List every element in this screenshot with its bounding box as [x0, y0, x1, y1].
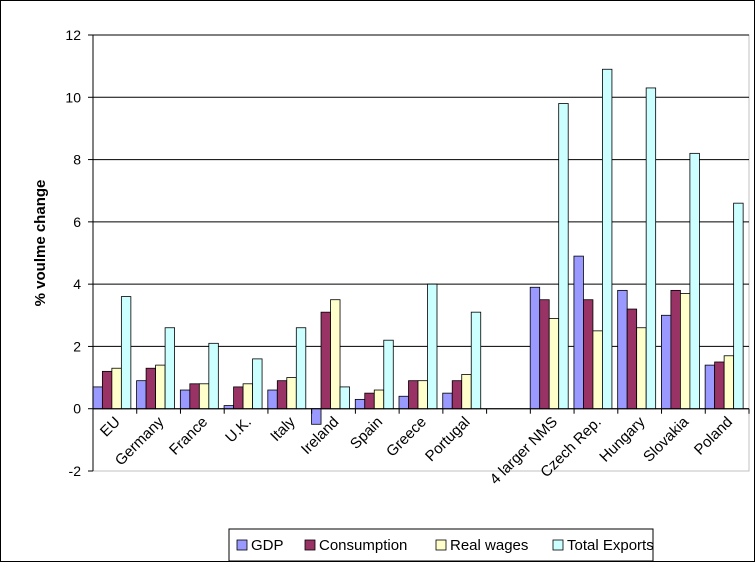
- legend-label: GDP: [251, 537, 284, 554]
- bar-gdp: [354, 398, 366, 410]
- x-category-label: Portugal: [422, 414, 474, 466]
- legend-swatch: [435, 539, 447, 551]
- legend-label: Consumption: [319, 537, 407, 554]
- bar-consumption: [451, 380, 463, 410]
- bar-consumption: [539, 299, 550, 410]
- x-category-label: France: [166, 414, 211, 459]
- x-category-label: U.K.: [222, 414, 255, 447]
- legend-swatch: [552, 539, 564, 551]
- x-category-label: Italy: [267, 413, 299, 445]
- bar-real-wages: [592, 330, 603, 410]
- y-tick-label: 0: [73, 401, 81, 417]
- legend-label: Total Exports: [567, 537, 654, 554]
- y-axis-title: % voulme change: [32, 180, 49, 307]
- x-category-label: Slovakia: [640, 413, 693, 466]
- bar-gdp: [311, 408, 322, 425]
- bar-consumption: [320, 311, 331, 410]
- bar-consumption: [670, 289, 681, 410]
- x-category-label: Poland: [691, 414, 736, 459]
- bar-real-wages: [198, 383, 210, 410]
- bar-consumption: [714, 361, 725, 410]
- bar-real-wages: [373, 389, 385, 410]
- bar-real-wages: [461, 374, 472, 410]
- bar-real-wages: [286, 377, 297, 410]
- bar-total-exports: [645, 87, 657, 410]
- bar-total-exports: [689, 152, 700, 410]
- bar-real-wages: [155, 364, 166, 410]
- bar-consumption: [583, 299, 594, 410]
- bar-consumption: [408, 380, 419, 410]
- bar-consumption: [101, 370, 113, 410]
- bar-gdp: [442, 392, 453, 410]
- bar-total-exports: [733, 202, 744, 410]
- legend: GDP Consumption Real wages Total Exports: [228, 528, 654, 562]
- bar-gdp: [573, 255, 584, 410]
- bar-gdp: [136, 380, 147, 410]
- bar-real-wages: [548, 317, 560, 410]
- bar-gdp: [617, 289, 628, 410]
- bar-total-exports: [470, 311, 482, 410]
- y-tick-label: 2: [73, 338, 81, 354]
- x-category-label: EU: [97, 414, 124, 441]
- bar-gdp: [267, 389, 278, 410]
- x-category-label: Spain: [347, 414, 386, 453]
- y-tick-label: 8: [73, 152, 81, 168]
- bar-real-wages: [330, 299, 341, 410]
- bar-consumption: [276, 380, 288, 410]
- y-tick-label: 6: [73, 214, 81, 230]
- bar-total-exports: [602, 68, 613, 410]
- bar-total-exports: [120, 296, 132, 410]
- y-tick-label: 10: [65, 89, 81, 105]
- bars: [92, 68, 744, 425]
- bar-consumption: [233, 386, 244, 410]
- bar-gdp: [179, 389, 191, 410]
- bar-real-wages: [723, 355, 735, 410]
- y-tick-label: 4: [73, 276, 81, 292]
- bar-gdp: [704, 364, 716, 410]
- x-category-label: Hungary: [596, 413, 648, 465]
- bar-real-wages: [680, 293, 691, 410]
- bar-total-exports: [295, 327, 307, 410]
- bar-consumption: [626, 308, 638, 410]
- bar-total-exports: [208, 342, 219, 410]
- bar-total-exports: [558, 103, 569, 410]
- bar-gdp: [661, 314, 672, 410]
- bar-total-exports: [339, 386, 350, 410]
- bar-gdp: [398, 395, 409, 410]
- legend-swatch: [236, 539, 248, 551]
- legend-swatch: [304, 539, 316, 551]
- bar-total-exports: [252, 358, 263, 410]
- bar-consumption: [189, 383, 200, 410]
- bar-real-wages: [636, 327, 647, 410]
- bar-total-exports: [164, 327, 176, 410]
- bar-gdp: [529, 286, 541, 410]
- x-category-label: Germany: [112, 413, 168, 469]
- bar-real-wages: [242, 383, 253, 410]
- bar-total-exports: [427, 283, 438, 410]
- y-tick-label: 12: [65, 27, 81, 43]
- axes: [88, 34, 750, 472]
- bar-consumption: [364, 392, 375, 410]
- y-tick-label: -2: [69, 463, 82, 479]
- legend-label: Real wages: [450, 537, 528, 554]
- bar-real-wages: [417, 380, 428, 410]
- bar-gdp: [92, 386, 103, 410]
- bar-consumption: [145, 367, 157, 410]
- bar-real-wages: [111, 367, 122, 410]
- bar-total-exports: [383, 339, 394, 410]
